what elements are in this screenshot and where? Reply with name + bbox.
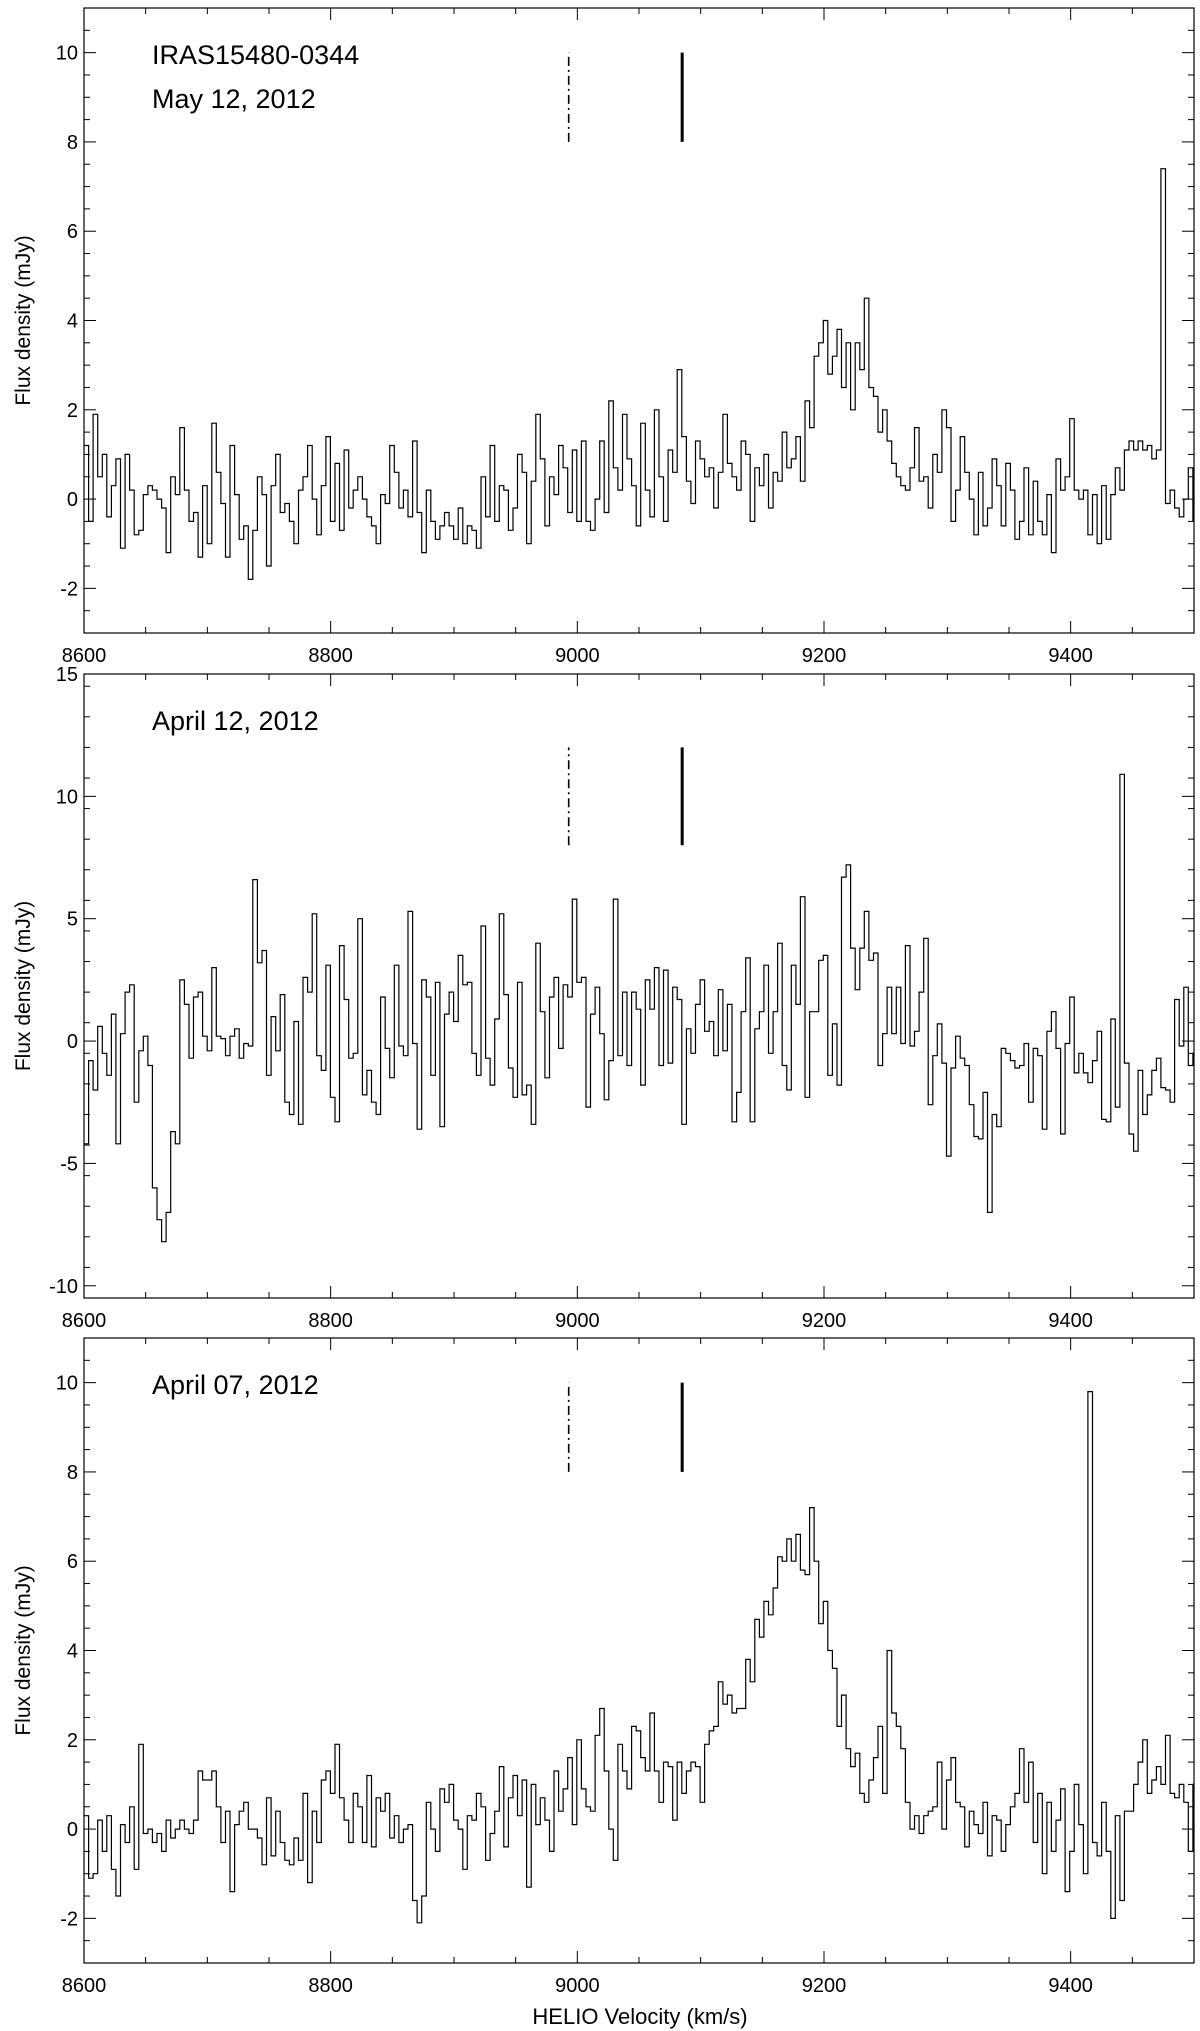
x-tick-label: 9200: [802, 1975, 847, 1997]
plot-frame: [83, 673, 1195, 1299]
y-tick-label: -10: [49, 1276, 78, 1298]
y-tick-label: 8: [67, 132, 78, 154]
x-tick-label: 8800: [308, 1975, 353, 1997]
y-tick-label: 5: [67, 909, 78, 931]
y-tick-label: 10: [56, 43, 78, 65]
x-tick-label: 9000: [555, 1975, 600, 1997]
y-axis-title: Flux density (mJy): [12, 901, 35, 1071]
y-tick-label: -2: [60, 578, 78, 600]
y-tick-label: 2: [67, 400, 78, 422]
y-axis-title: Flux density (mJy): [12, 1565, 35, 1735]
y-tick-label: 10: [56, 786, 78, 808]
y-tick-label: -2: [60, 1908, 78, 1930]
x-tick-label: 8600: [62, 645, 107, 667]
plot-frame: [83, 1337, 1195, 1964]
y-tick-label: 0: [67, 1031, 78, 1053]
x-tick-label: 9000: [555, 1310, 600, 1332]
x-tick-label: 9400: [1048, 645, 1093, 667]
spectrum-trace: [84, 773, 1194, 1243]
spectrum-trace: [84, 1391, 1194, 1924]
y-tick-label: 6: [67, 1551, 78, 1573]
panel-may-12-2012: 8600 8800 9000 9200 9400 -2 0 2 4 6 8 10 Flux densit…: [12, 7, 1195, 667]
spectrum-trace: [84, 168, 1194, 580]
panel-annotation: April 07, 2012: [152, 1370, 319, 1400]
x-tick-label: 8800: [308, 645, 353, 667]
y-tick-label: 0: [67, 489, 78, 511]
x-tick-label: 9200: [802, 1310, 847, 1332]
x-tick-label: 8600: [62, 1310, 107, 1332]
y-tick-label: 15: [56, 664, 78, 686]
y-tick-label: 8: [67, 1462, 78, 1484]
x-tick-label: 8800: [308, 1310, 353, 1332]
x-tick-label: 8600: [62, 1975, 107, 1997]
y-tick-label: 4: [67, 311, 78, 333]
y-tick-label: 10: [56, 1373, 78, 1395]
panel-annotation: May 12, 2012: [152, 84, 316, 114]
panel-april-07-2012: 8600 8800 9000 9200 9400 -2 0 2 4 6 8 10 Flux densit…: [12, 1337, 1195, 1997]
x-tick-label: 9400: [1048, 1310, 1093, 1332]
x-tick-label: 9000: [555, 645, 600, 667]
x-tick-label: 9400: [1048, 1975, 1093, 1997]
x-axis-title: HELIO Velocity (km/s): [532, 2004, 747, 2029]
panel-april-12-2012: 8600 8800 9000 9200 9400 -10 -5 0 5 10 15 Flux dens…: [12, 664, 1195, 1332]
y-tick-label: 4: [67, 1641, 78, 1663]
y-tick-label: 6: [67, 221, 78, 243]
y-tick-label: 2: [67, 1730, 78, 1752]
y-tick-label: 0: [67, 1819, 78, 1841]
panel-annotation: April 12, 2012: [152, 706, 319, 736]
y-tick-label: -5: [60, 1153, 78, 1175]
x-tick-label: 9200: [802, 645, 847, 667]
y-axis-title: Flux density (mJy): [12, 235, 35, 405]
panel-annotation: IRAS15480-0344: [152, 40, 359, 70]
